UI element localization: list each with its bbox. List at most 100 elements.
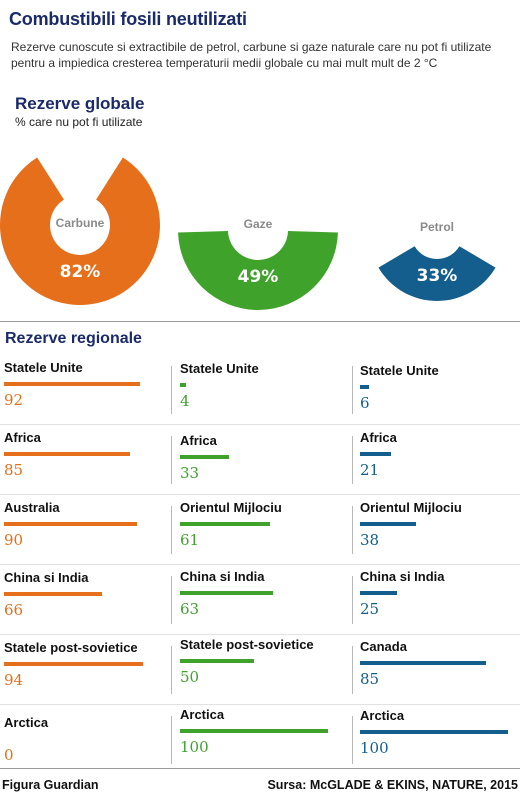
region-bar bbox=[360, 385, 369, 389]
column-divider bbox=[352, 506, 353, 554]
section-divider bbox=[0, 321, 520, 322]
page-title: Combustibili fosili neutilizati bbox=[9, 9, 247, 29]
region-cell-petrol-5: Arctica 100 bbox=[360, 700, 530, 768]
gaze-donut-label: Gaze bbox=[244, 217, 273, 231]
footer-divider bbox=[0, 768, 520, 769]
global-donut-charts: Carbune 82% Gaze 49% Petrol 33% bbox=[0, 157, 496, 310]
column-divider bbox=[352, 716, 353, 764]
petrol-donut-value: 33% bbox=[417, 266, 458, 286]
region-label: Africa bbox=[360, 430, 397, 445]
region-cell-carbune-3: China si India 66 bbox=[4, 562, 174, 630]
carbune-donut-slice bbox=[0, 157, 161, 305]
petrol-donut-label: Petrol bbox=[420, 220, 454, 234]
region-value: 25 bbox=[360, 600, 380, 618]
region-value: 94 bbox=[4, 671, 24, 689]
region-label: Orientul Mijlociu bbox=[360, 500, 462, 515]
region-value: 92 bbox=[4, 391, 24, 409]
column-divider bbox=[352, 646, 353, 694]
region-cell-carbune-1: Africa 85 bbox=[4, 422, 174, 490]
footer-source: Sursa: McGLADE & EKINS, NATURE, 2015 bbox=[267, 778, 518, 792]
column-divider bbox=[352, 366, 353, 414]
region-cell-carbune-5: Arctica 0 bbox=[4, 707, 174, 775]
region-cell-gaze-2: Orientul Mijlociu 61 bbox=[180, 492, 350, 560]
region-label: Statele Unite bbox=[4, 360, 83, 375]
region-label: Statele post-sovietice bbox=[180, 637, 314, 652]
region-bar bbox=[360, 730, 508, 734]
region-bar bbox=[180, 383, 186, 387]
region-cell-gaze-0: Statele Unite 4 bbox=[180, 353, 350, 421]
region-label: Arctica bbox=[4, 715, 49, 730]
row-divider bbox=[0, 634, 520, 635]
region-cell-petrol-0: Statele Unite 6 bbox=[360, 355, 530, 423]
region-bar bbox=[180, 729, 328, 733]
global-reserves-heading: Rezerve globale bbox=[15, 94, 145, 113]
region-value: 21 bbox=[360, 461, 380, 479]
region-cell-carbune-4: Statele post-sovietice 94 bbox=[4, 632, 174, 700]
carbune-donut-label: Carbune bbox=[56, 216, 105, 230]
region-label: Africa bbox=[180, 433, 217, 448]
row-divider bbox=[0, 704, 520, 705]
gaze-donut-value: 49% bbox=[238, 267, 279, 287]
region-value: 50 bbox=[180, 668, 200, 686]
region-cell-gaze-1: Africa 33 bbox=[180, 425, 350, 493]
region-label: China si India bbox=[180, 569, 265, 584]
column-divider bbox=[171, 646, 172, 694]
row-divider bbox=[0, 564, 520, 565]
region-cell-gaze-5: Arctica 100 bbox=[180, 699, 350, 767]
region-label: Africa bbox=[4, 430, 41, 445]
region-bar bbox=[4, 592, 102, 596]
region-cell-petrol-4: Canada 85 bbox=[360, 631, 530, 699]
column-divider bbox=[171, 716, 172, 764]
region-bar bbox=[360, 591, 397, 595]
region-cell-petrol-2: Orientul Mijlociu 38 bbox=[360, 492, 530, 560]
region-value: 85 bbox=[4, 461, 24, 479]
region-bar bbox=[4, 522, 138, 526]
region-bar bbox=[180, 591, 274, 595]
region-value: 85 bbox=[360, 670, 380, 688]
region-cell-gaze-4: Statele post-sovietice 50 bbox=[180, 629, 350, 697]
region-value: 6 bbox=[360, 394, 370, 412]
global-reserves-subheading: % care nu pot fi utilizate bbox=[15, 115, 143, 129]
region-bar bbox=[4, 382, 141, 386]
region-label: China si India bbox=[360, 569, 445, 584]
page-subtitle: Rezerve cunoscute si extractibile de pet… bbox=[11, 40, 492, 70]
region-label: Statele Unite bbox=[360, 363, 439, 378]
gaze-donut-slice bbox=[178, 230, 338, 310]
region-cell-carbune-0: Statele Unite 92 bbox=[4, 352, 174, 420]
region-value: 66 bbox=[4, 601, 24, 619]
region-value: 4 bbox=[180, 392, 190, 410]
region-value: 61 bbox=[180, 531, 200, 549]
region-bar bbox=[360, 452, 392, 456]
column-divider bbox=[171, 576, 172, 624]
region-value: 38 bbox=[360, 531, 380, 549]
footer-credit: Figura Guardian bbox=[2, 778, 99, 792]
column-divider bbox=[352, 576, 353, 624]
region-value: 63 bbox=[180, 600, 200, 618]
row-divider bbox=[0, 424, 520, 425]
column-divider bbox=[171, 436, 172, 484]
regional-reserves-heading: Rezerve regionale bbox=[5, 330, 142, 347]
region-bar bbox=[360, 522, 417, 526]
row-divider bbox=[0, 494, 520, 495]
region-value: 0 bbox=[4, 746, 14, 764]
region-bar bbox=[180, 522, 271, 526]
region-value: 90 bbox=[4, 531, 24, 549]
region-label: Arctica bbox=[360, 708, 405, 723]
region-cell-gaze-3: China si India 63 bbox=[180, 561, 350, 629]
region-value: 100 bbox=[360, 739, 389, 757]
region-bar bbox=[360, 661, 486, 665]
region-value: 100 bbox=[180, 738, 209, 756]
region-label: Arctica bbox=[180, 707, 225, 722]
region-label: Statele Unite bbox=[180, 361, 259, 376]
petrol-donut-slice bbox=[378, 246, 496, 301]
region-bar bbox=[180, 659, 254, 663]
carbune-donut-value: 82% bbox=[60, 262, 101, 282]
column-divider bbox=[171, 506, 172, 554]
region-cell-petrol-3: China si India 25 bbox=[360, 561, 530, 629]
region-label: China si India bbox=[4, 570, 89, 585]
region-bar bbox=[4, 662, 144, 666]
region-cell-carbune-2: Australia 90 bbox=[4, 492, 174, 560]
region-bar bbox=[180, 455, 229, 459]
column-divider bbox=[352, 436, 353, 484]
region-cell-petrol-1: Africa 21 bbox=[360, 422, 530, 490]
